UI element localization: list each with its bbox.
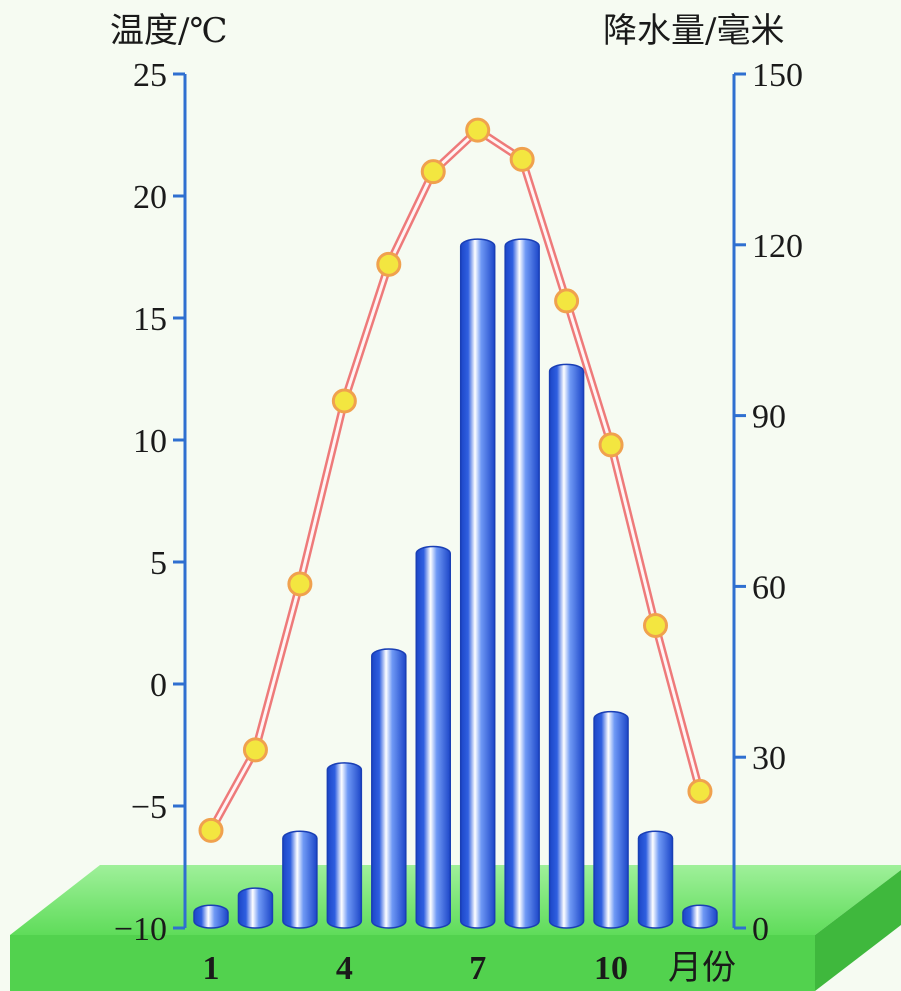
left-tick-label: 20: [133, 179, 167, 216]
temperature-point: [376, 251, 402, 277]
temperature-point: [687, 778, 713, 804]
x-axis-title: 月份: [668, 948, 736, 988]
precipitation-bar: [637, 830, 674, 929]
right-tick-label: 30: [752, 740, 786, 777]
temperature-line-inner: [209, 128, 702, 832]
precipitation-bar: [415, 545, 451, 929]
precipitation-bar: [282, 830, 318, 929]
right-tick-label: 0: [752, 911, 769, 948]
left-tick-label: 10: [133, 423, 167, 460]
precipitation-bar: [682, 904, 718, 929]
temperature-point: [509, 146, 535, 172]
precipitation-bar: [504, 238, 540, 929]
precipitation-bar: [593, 710, 629, 929]
precipitation-bar: [193, 904, 229, 929]
precipitation-bar: [371, 648, 407, 929]
left-axis-title: 温度/℃: [110, 11, 228, 51]
x-tick-label: 7: [469, 950, 486, 987]
precipitation-bar: [548, 363, 585, 929]
left-tick-label: 15: [133, 301, 167, 338]
precipitation-bar: [237, 887, 274, 929]
temperature-point: [198, 817, 224, 843]
left-tick-label: −10: [114, 911, 167, 948]
temperature-point: [242, 737, 268, 763]
temperature-point: [554, 288, 580, 314]
right-tick-label: 60: [752, 569, 786, 606]
precipitation-bar: [459, 238, 496, 929]
temperature-point: [465, 117, 491, 143]
x-tick-label: 4: [336, 950, 353, 987]
left-axis-ticks: 25 20 15 10 5 0 −5 −10: [114, 57, 185, 948]
right-axis-title: 降水量/毫米: [603, 11, 784, 51]
temperature-point: [598, 432, 624, 458]
left-tick-label: −5: [131, 789, 167, 826]
right-tick-label: 90: [752, 399, 786, 436]
x-tick-label: 10: [594, 950, 628, 987]
left-tick-label: 25: [133, 57, 167, 94]
temperature-point: [643, 612, 668, 638]
precipitation-bar: [326, 762, 363, 929]
temperature-point: [287, 571, 313, 597]
right-tick-label: 150: [752, 57, 803, 94]
x-axis-ticks: 1 4 7 10: [203, 950, 629, 987]
right-tick-label: 120: [752, 228, 803, 265]
left-tick-label: 0: [150, 667, 167, 704]
temperature-point: [420, 159, 446, 185]
right-axis-ticks: 150 120 90 60 30 0: [734, 57, 803, 948]
temperature-line: [198, 117, 713, 843]
left-tick-label: 5: [150, 545, 167, 582]
temperature-point: [331, 388, 357, 414]
precipitation-bars: [193, 238, 718, 929]
ground-slab: [10, 865, 901, 991]
x-tick-label: 1: [203, 950, 220, 987]
